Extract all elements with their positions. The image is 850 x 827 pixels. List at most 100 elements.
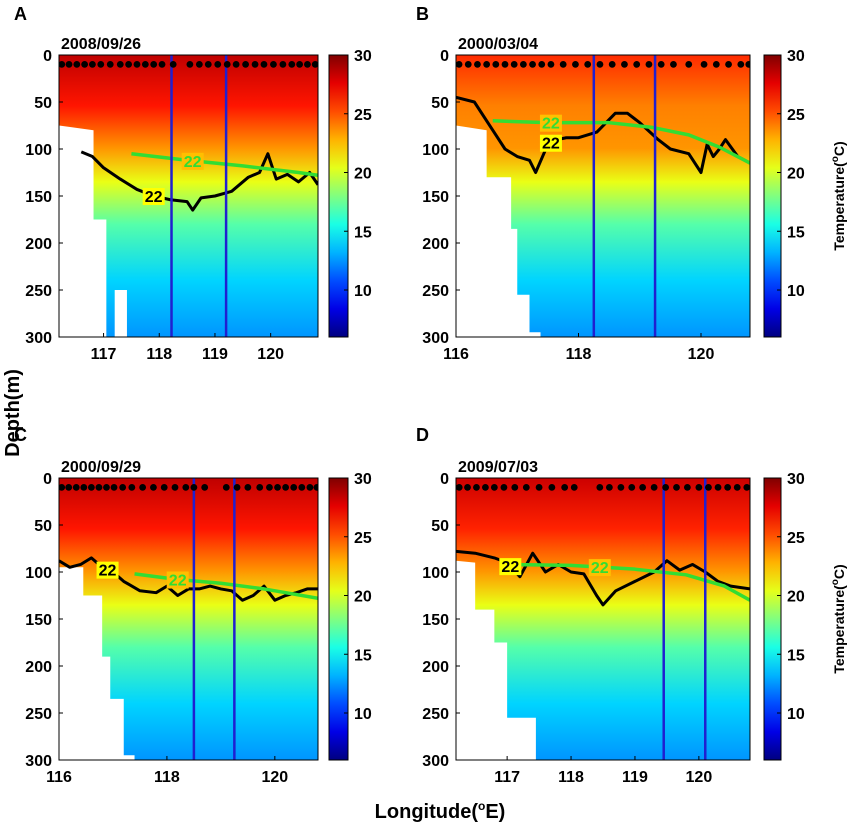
x-axis-title-end: E) xyxy=(485,801,505,823)
station-dot xyxy=(617,484,625,491)
colorbar-tick-label: 30 xyxy=(787,471,805,488)
climatology-22-label: 22 xyxy=(184,154,202,171)
colorbar-tick-label: 15 xyxy=(787,647,805,664)
climatology-label-bg xyxy=(181,152,204,170)
colorbar-title-end: C) xyxy=(831,564,847,579)
climatology-22-label: 22 xyxy=(169,573,187,590)
colorbar: 10 15 20 25 30 xyxy=(328,48,372,338)
colorbar-scale xyxy=(763,477,782,761)
isotherm-label-bg xyxy=(499,558,522,576)
station-dot xyxy=(201,484,209,491)
y-tick-label: 50 xyxy=(34,518,52,535)
station-dot xyxy=(274,484,281,491)
station-dot xyxy=(256,484,264,491)
station-dot xyxy=(670,61,677,68)
panel-letter: A xyxy=(14,4,27,24)
panel-a: 22 22 0 50 100 150 200 250 300 117 118 119 120 A 2008/… xyxy=(14,4,372,363)
y-tick-label: 50 xyxy=(34,95,52,112)
y-tick-label: 100 xyxy=(25,565,52,582)
colorbar-tick-label: 15 xyxy=(354,224,372,241)
station-dot xyxy=(464,484,471,491)
colorbar-tick-label: 20 xyxy=(354,166,372,183)
station-dot xyxy=(65,61,73,68)
station-dot xyxy=(190,484,198,491)
colorbar-tick-label: 25 xyxy=(787,530,805,547)
y-axis-title-text: Depth(m) xyxy=(2,369,24,457)
station-dot xyxy=(171,484,179,491)
station-dot xyxy=(141,61,149,68)
station-dot xyxy=(160,484,168,491)
colorbar-scale xyxy=(328,54,349,338)
station-dot xyxy=(584,61,592,68)
station-dot xyxy=(621,61,628,68)
station-dot xyxy=(139,484,147,491)
station-dot xyxy=(204,61,212,68)
isotherm-22-label: 22 xyxy=(145,189,163,206)
station-dot xyxy=(474,61,481,68)
colorbar-tick-label: 30 xyxy=(354,471,372,488)
y-tick-label: 150 xyxy=(422,189,449,206)
climatology-label-bg xyxy=(588,559,611,577)
x-tick-label: 119 xyxy=(202,346,228,363)
station-dot xyxy=(633,61,641,68)
station-dot xyxy=(223,61,231,68)
y-tick-label: 0 xyxy=(43,48,52,65)
station-dot xyxy=(490,484,498,491)
y-tick-label: 150 xyxy=(422,612,449,629)
x-axis-title: Longitude(oE) xyxy=(375,799,506,823)
climatology-label-bg xyxy=(166,571,189,589)
colorbar-title-sup: o xyxy=(830,579,841,585)
station-dot xyxy=(657,61,665,68)
station-dot xyxy=(673,484,680,491)
station-dot xyxy=(535,484,543,491)
x-tick-label: 117 xyxy=(494,769,520,786)
y-tick-label: 0 xyxy=(440,471,449,488)
station-dot xyxy=(150,484,157,491)
y-tick-label: 250 xyxy=(25,706,52,723)
station-dot xyxy=(511,484,519,491)
y-tick-label: 200 xyxy=(25,659,52,676)
panel-letter: C xyxy=(14,425,27,445)
y-tick-label: 200 xyxy=(422,236,449,253)
station-dot xyxy=(87,484,95,491)
station-dot xyxy=(538,61,546,68)
station-dot xyxy=(251,61,259,68)
colorbar-scale xyxy=(328,477,349,761)
station-dot xyxy=(298,484,306,491)
station-dot xyxy=(59,484,66,491)
station-dot xyxy=(125,61,133,68)
station-dot xyxy=(705,484,712,491)
x-tick-label: 120 xyxy=(257,346,284,363)
station-dot xyxy=(311,61,318,68)
colorbar-tick-label: 10 xyxy=(354,706,372,723)
station-dot xyxy=(89,61,96,68)
isotherm-label-bg xyxy=(539,134,562,152)
panel-date: 2000/03/04 xyxy=(458,36,538,53)
y-tick-label: 100 xyxy=(25,142,52,159)
x-tick-label: 118 xyxy=(558,769,584,786)
station-dot xyxy=(745,61,750,68)
x-tick-label: 117 xyxy=(91,346,117,363)
station-dot xyxy=(733,484,741,491)
isotherm-22-label: 22 xyxy=(501,559,519,576)
y-tick-label: 250 xyxy=(422,283,449,300)
station-dot xyxy=(103,484,110,491)
x-tick-label: 118 xyxy=(146,346,172,363)
station-dot xyxy=(639,484,647,491)
climatology-label-bg xyxy=(539,114,562,132)
isotherm-22-line xyxy=(80,150,318,212)
station-dot xyxy=(482,484,489,491)
station-dot xyxy=(304,61,311,68)
station-dot xyxy=(501,61,509,68)
station-dot xyxy=(106,61,114,68)
y-tick-label: 100 xyxy=(422,142,449,159)
station-dot xyxy=(570,484,578,491)
station-dot xyxy=(596,61,604,68)
station-dot xyxy=(80,484,88,491)
colorbar-tick-label: 20 xyxy=(787,589,805,606)
station-dot xyxy=(596,484,604,491)
colorbar: 10 15 20 25 30 Temperature(oC) xyxy=(763,48,847,338)
